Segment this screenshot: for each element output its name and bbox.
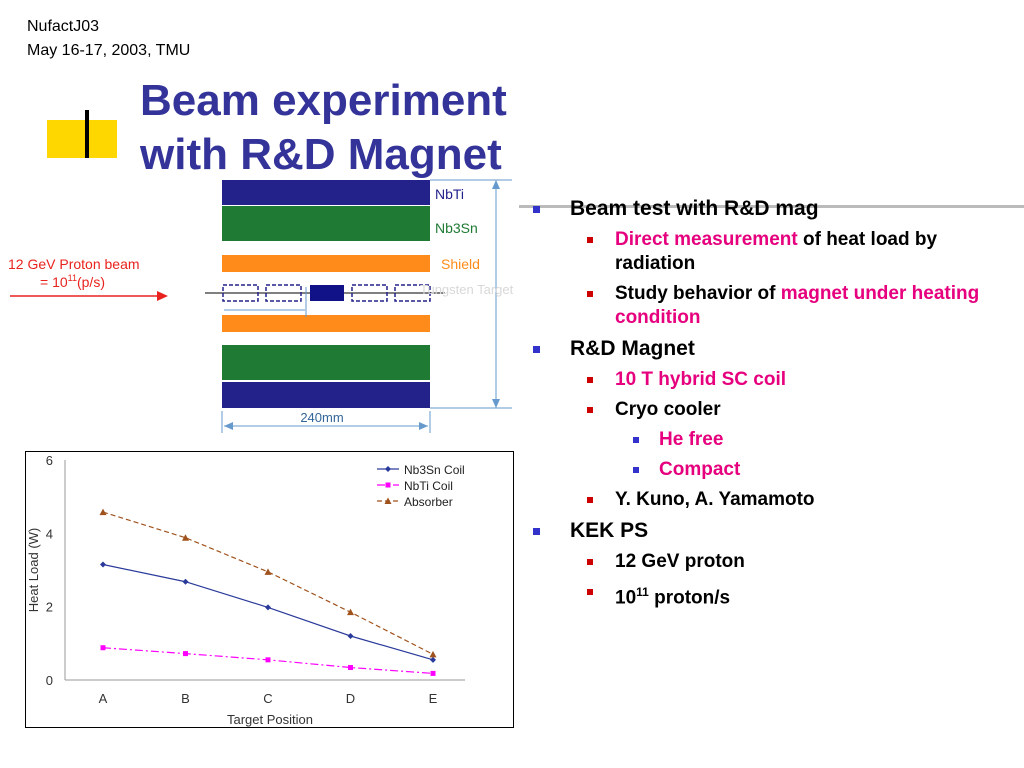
data-point xyxy=(347,633,354,639)
bullet-study-behavior: Study behavior of magnet under heating c… xyxy=(530,282,1020,330)
bullet-hybrid-coil: 10 T hybrid SC coil xyxy=(530,368,1020,392)
beam-label-line2: = 1011(p/s) xyxy=(40,273,105,290)
title-line-1: Beam experiment xyxy=(140,76,507,125)
nbti-layer-top xyxy=(222,180,430,205)
target-slot-a xyxy=(222,284,259,302)
data-point xyxy=(430,656,436,663)
proton-rate-unit: proton/s xyxy=(648,587,731,609)
proton-rate-exponent: 11 xyxy=(636,585,649,599)
study-behavior-text: Study behavior of xyxy=(615,283,781,304)
conference-date: May 16-17, 2003, TMU xyxy=(27,42,191,59)
bullet-list: Beam test with R&D mag Direct measuremen… xyxy=(530,196,1020,616)
nb3sn-layer-top xyxy=(222,206,430,241)
bullet-rd-magnet: R&D Magnet xyxy=(530,336,1020,362)
y-tick-label: 2 xyxy=(46,600,53,615)
title-line-2: with R&D Magnet xyxy=(140,130,502,179)
magnet-heating-highlight: magnet under heating condition xyxy=(615,283,980,328)
data-point xyxy=(264,568,272,575)
tungsten-target-label: Tungsten Target xyxy=(420,282,514,297)
nb3sn-label: Nb3Sn xyxy=(435,220,478,236)
width-arrow-right xyxy=(419,422,428,430)
x-tick-label: E xyxy=(429,691,438,706)
target-slot-d xyxy=(351,284,388,302)
x-axis-title: Target Position xyxy=(227,712,313,727)
chart-frame xyxy=(25,451,514,728)
direct-measurement-rest: of heat load by radiation xyxy=(615,229,938,274)
x-tick-label: C xyxy=(263,691,272,706)
bullet-kek-ps: KEK PS xyxy=(530,518,1020,544)
nbti-label: NbTi xyxy=(435,186,464,202)
data-point xyxy=(347,608,354,616)
data-point xyxy=(100,561,106,568)
title-rule xyxy=(519,205,1024,208)
data-point xyxy=(183,651,188,657)
data-point xyxy=(182,534,189,541)
bullet-12gev-proton: 12 GeV proton xyxy=(530,550,1020,574)
width-label: 240mm xyxy=(300,410,343,425)
beam-label-line1: 12 GeV Proton beam xyxy=(8,256,140,272)
beam-arrow-head xyxy=(157,291,168,301)
y-axis-title: Heat Load (W) xyxy=(26,528,41,613)
height-arrow-top xyxy=(492,180,500,189)
data-point xyxy=(430,670,436,676)
series-line-2 xyxy=(102,511,434,655)
height-arrow-bottom xyxy=(492,399,500,408)
data-point xyxy=(348,665,353,671)
nb3sn-layer-bottom xyxy=(222,345,430,380)
bullet-compact: Compact xyxy=(530,458,1020,482)
legend-label: Absorber xyxy=(404,495,453,509)
data-point xyxy=(265,604,271,611)
tungsten-target xyxy=(310,285,344,301)
nbti-layer-bottom xyxy=(222,382,430,408)
conference-name: NufactJ03 xyxy=(27,18,100,35)
legend-label: NbTi Coil xyxy=(404,479,453,493)
target-slot-b xyxy=(265,284,302,302)
heat-load-chart: 0 2 4 6 A B C D E Target Position Heat Load (W) Nb3… xyxy=(25,451,514,728)
bullet-proton-rate: 1011 proton/s xyxy=(530,580,1020,610)
y-tick-label: 4 xyxy=(46,526,53,541)
shield-layer-bottom xyxy=(222,315,430,332)
legend-marker xyxy=(385,466,391,472)
bullet-he-free: He free xyxy=(530,428,1020,452)
data-point xyxy=(182,578,189,585)
data-point xyxy=(100,645,106,651)
direct-measurement-highlight: Direct measurement xyxy=(615,229,798,250)
magnet-cross-section-diagram: 240mm NbTi Nb3Sn Shield Tungsten Target … xyxy=(8,179,514,433)
y-tick-label: 0 xyxy=(46,673,53,688)
legend-marker xyxy=(384,497,392,504)
y-tick-label: 6 xyxy=(46,453,53,468)
title-accent-block xyxy=(47,120,117,158)
shield-label: Shield xyxy=(441,256,480,272)
data-point xyxy=(265,657,271,663)
bullet-authors: Y. Kuno, A. Yamamoto xyxy=(530,488,1020,512)
x-tick-label: D xyxy=(346,691,355,706)
legend-marker xyxy=(385,482,391,488)
target-slot-e xyxy=(394,284,431,302)
title-accent-bar xyxy=(85,110,89,158)
bullet-cryo-cooler: Cryo cooler xyxy=(530,398,1020,422)
slide-title: Beam experiment with R&D Magnet xyxy=(140,74,610,182)
shield-layer-top xyxy=(222,255,430,272)
data-point xyxy=(429,650,437,658)
width-arrow-left xyxy=(224,422,233,430)
x-tick-label: A xyxy=(99,691,108,706)
bullet-direct-measurement: Direct measurement of heat load by radia… xyxy=(530,228,1020,276)
bullet-beam-test: Beam test with R&D mag xyxy=(530,196,1020,222)
legend-label: Nb3Sn Coil xyxy=(404,463,465,477)
proton-rate-base: 10 xyxy=(615,587,637,609)
x-tick-label: B xyxy=(181,691,190,706)
data-point xyxy=(99,508,107,516)
